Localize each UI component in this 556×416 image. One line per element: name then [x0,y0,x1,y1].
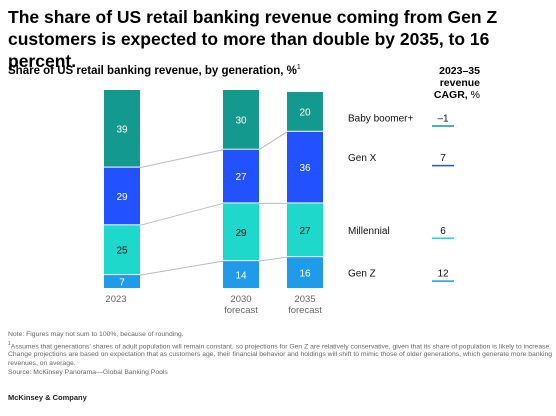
cagr-value: 6 [440,226,446,237]
chart-subtitle-text: Share of US retail banking revenue, by g… [8,64,297,77]
category-label: 2023 [105,294,126,305]
connector-line [139,149,224,169]
series-label: Gen Z [348,269,376,280]
cagr-value: 7 [440,153,446,164]
chart-subtitle: Share of US retail banking revenue, by g… [8,64,301,77]
cagr-header-label: CAGR, [433,89,468,101]
note-source: Source: McKinsey Panorama—Global Banking… [8,368,168,376]
bar-value-label: 39 [116,124,128,135]
connector-line [139,202,224,226]
bar-millennial-2 [287,203,323,257]
bar-value-label: 14 [235,271,247,282]
bar-gen-z-1 [223,261,259,288]
bar-value-label: 30 [235,115,247,126]
cagr-header: 2023–35 revenue CAGR, % [410,65,480,101]
headline: The share of US retail banking revenue c… [8,7,498,71]
bar-gen-x-1 [223,149,259,203]
cagr-header-cagr: CAGR, % [410,89,480,101]
series-label: Millennial [348,226,390,237]
bar-value-label: 29 [116,192,128,203]
category-label: forecast [288,305,322,316]
footer-logo: McKinsey & Company [8,393,87,402]
note-rounding: Note: Figures may not sum to 100%, becau… [8,331,184,338]
cagr-value: 12 [437,269,449,280]
bar-gen-x-0 [104,167,140,225]
bar-value-label: 27 [299,226,311,237]
bar-value-label: 7 [119,278,125,289]
note-footnote-marker: 1 [8,340,11,347]
bar-value-label: 16 [299,269,311,280]
note-footnote-text: Assumes that generations’ shares of adul… [8,342,553,368]
bar-gen-z-0 [104,275,140,288]
footnote-marker: 1 [296,64,301,71]
series-label: Gen X [348,153,377,164]
bar-value-label: 27 [235,172,247,183]
cagr-value: –1 [437,113,449,124]
bar-value-label: 29 [235,228,247,239]
bar-millennial-0 [104,225,140,275]
category-label: 2030 [230,294,251,305]
bar-baby-boomer--2 [287,91,323,131]
cagr-header-revenue: revenue [439,77,480,89]
bar-value-label: 20 [299,107,311,118]
connector-line [258,131,288,151]
connector-line [139,260,224,276]
connector-line [258,256,288,262]
bar-millennial-1 [223,203,259,261]
category-label: 2035 [294,294,315,305]
note-footnote: 1Assumes that generations’ shares of adu… [8,340,553,369]
chart-notes: Note: Figures may not sum to 100%, becau… [8,331,553,377]
bar-gen-z-2 [287,257,323,288]
cagr-header-unit: % [467,89,480,101]
bar-baby-boomer--0 [104,90,140,167]
cagr-header-years: 2023–35 [439,65,480,77]
bar-value-label: 36 [299,163,311,174]
bar-baby-boomer--1 [223,90,259,149]
bar-value-label: 25 [116,246,128,257]
category-label: forecast [224,305,258,316]
series-label: Baby boomer+ [348,113,413,124]
bar-gen-x-2 [287,131,323,203]
